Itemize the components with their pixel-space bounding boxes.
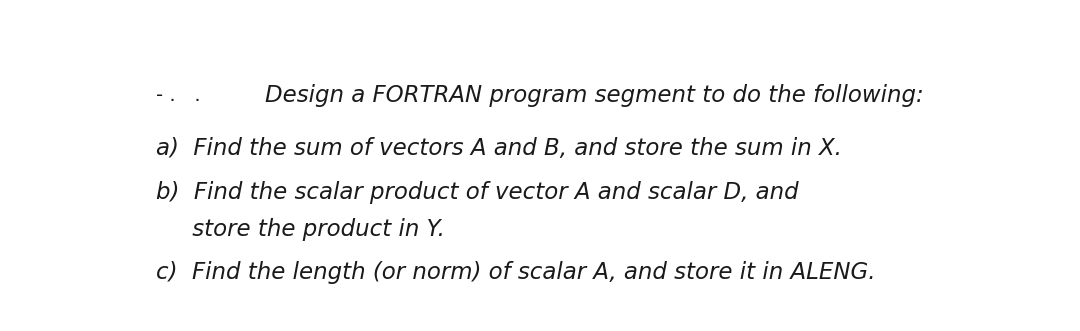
- Text: c)  Find the length (or norm) of scalar A, and store it in ALENG.: c) Find the length (or norm) of scalar A…: [156, 261, 876, 284]
- Text: - .   .: - . .: [156, 86, 201, 105]
- Text: a)  Find the sum of vectors A and B, and store the sum in X.: a) Find the sum of vectors A and B, and …: [156, 137, 841, 160]
- Text: Design a FORTRAN program segment to do the following:: Design a FORTRAN program segment to do t…: [265, 84, 923, 107]
- Text: b)  Find the scalar product of vector A and scalar D, and: b) Find the scalar product of vector A a…: [156, 181, 798, 204]
- Text: store the product in Y.: store the product in Y.: [156, 218, 445, 241]
